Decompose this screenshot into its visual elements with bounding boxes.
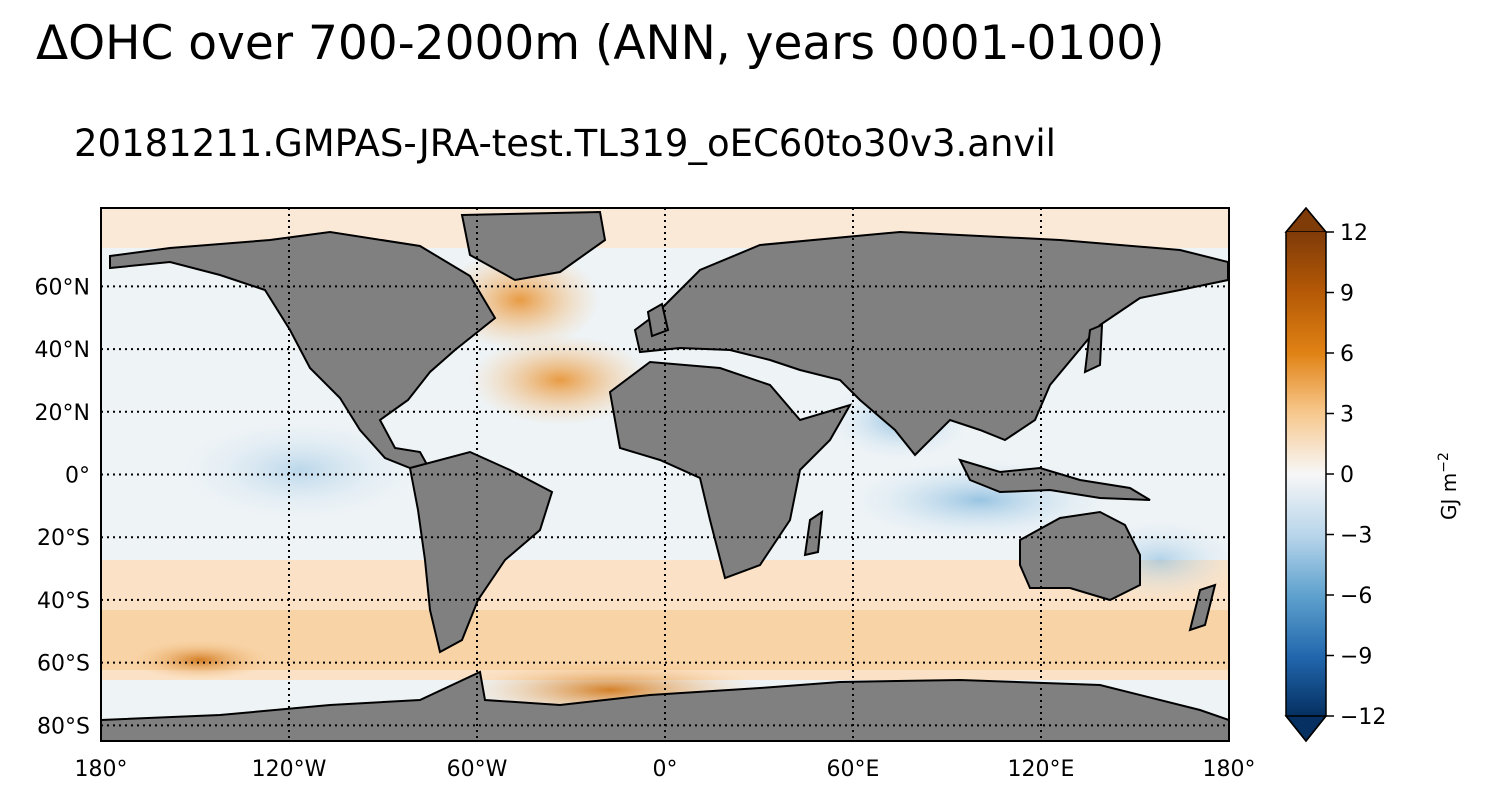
map-frame bbox=[100, 207, 1230, 742]
colorbar: 12 9 6 3 0 −3 −6 −9 −12 GJ m−2 bbox=[1284, 206, 1461, 743]
colorbar-ticks: 12 9 6 3 0 −3 −6 −9 −12 bbox=[1326, 221, 1386, 730]
colorbar-tick-label: 0 bbox=[1340, 463, 1354, 488]
lat-tick-label: 60°S bbox=[37, 652, 90, 677]
colorbar-label: GJ m−2 bbox=[1436, 452, 1461, 520]
australia bbox=[1019, 510, 1141, 602]
lon-tick-label: 60°W bbox=[447, 757, 508, 782]
figure-subtitle: 20181211.GMPAS-JRA-test.TL319_oEC60to30v… bbox=[74, 122, 1056, 165]
lat-tick-label: 0° bbox=[65, 464, 90, 489]
madagascar bbox=[803, 509, 824, 557]
colorbar-tick-label: 3 bbox=[1340, 403, 1354, 428]
colorbar-body bbox=[1286, 232, 1326, 716]
lat-tick-label: 60°N bbox=[35, 275, 90, 300]
colorbar-tick-label: −12 bbox=[1340, 705, 1386, 730]
colorbar-extend-min bbox=[1284, 715, 1328, 743]
greenland bbox=[460, 210, 607, 282]
lon-tick-label: 180° bbox=[1203, 757, 1256, 782]
lon-tick-label: 120°W bbox=[252, 757, 327, 782]
lon-tick-label: 0° bbox=[653, 757, 678, 782]
colorbar-tick-label: −9 bbox=[1340, 645, 1372, 670]
africa bbox=[608, 360, 853, 580]
lat-tick-labels: 60°N 40°N 20°N 0° 20°S 40°S 60°S 80°S bbox=[35, 275, 90, 739]
colorbar-tick-label: −6 bbox=[1340, 584, 1372, 609]
lat-tick-label: 80°S bbox=[37, 714, 90, 739]
uk bbox=[646, 302, 670, 338]
lat-tick-label: 20°S bbox=[37, 526, 90, 551]
gridlines bbox=[101, 208, 1229, 741]
lat-tick-label: 40°N bbox=[35, 338, 90, 363]
colorbar-tick-label: 6 bbox=[1340, 342, 1354, 367]
colorbar-tick-label: 9 bbox=[1340, 282, 1354, 307]
colorbar-extend-max bbox=[1284, 206, 1328, 233]
north-america bbox=[109, 230, 497, 472]
figure-title: ΔOHC over 700-2000m (ANN, years 0001-010… bbox=[36, 16, 1165, 71]
lat-tick-label: 20°N bbox=[35, 401, 90, 426]
lat-tick-label: 40°S bbox=[37, 589, 90, 614]
colorbar-tick-label: −3 bbox=[1340, 524, 1372, 549]
lon-tick-labels: 180° 120°W 60°W 0° 60°E 120°E 180° bbox=[75, 757, 1256, 782]
lon-tick-label: 180° bbox=[75, 757, 128, 782]
new-zealand bbox=[1188, 583, 1217, 632]
lon-tick-label: 120°E bbox=[1008, 757, 1075, 782]
japan bbox=[1083, 323, 1104, 374]
colorbar-tick-label: 12 bbox=[1340, 221, 1368, 246]
lon-tick-label: 60°E bbox=[827, 757, 880, 782]
indonesia bbox=[958, 458, 1151, 501]
